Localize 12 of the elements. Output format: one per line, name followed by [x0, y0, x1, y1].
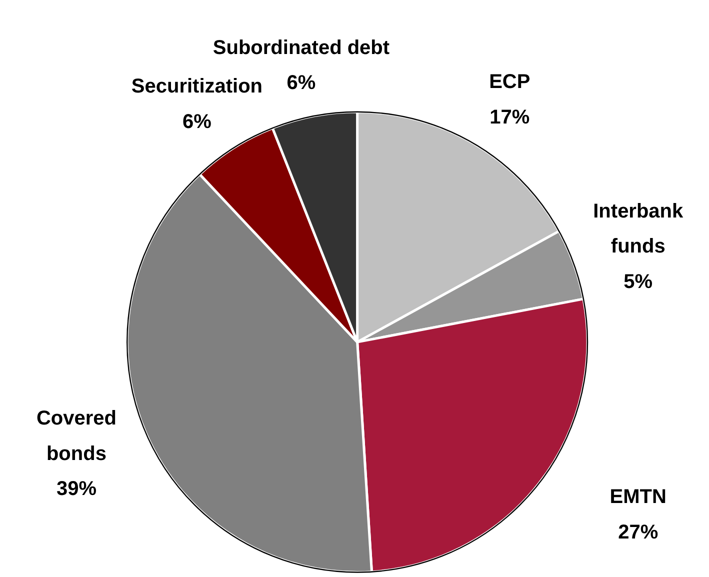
- slice-label: Securitization: [131, 76, 263, 98]
- data-label: 6%: [182, 110, 212, 133]
- slice-label: Subordinated debt: [212, 36, 390, 59]
- slice-label: Interbank funds: [593, 200, 684, 258]
- data-label: 17%: [490, 106, 530, 128]
- data-label: 6%: [286, 72, 316, 94]
- data-label: 39%: [56, 478, 97, 500]
- data-label: 27%: [618, 521, 658, 544]
- slice-label: ECP: [489, 71, 530, 94]
- data-label: 5%: [624, 270, 653, 293]
- slice-label: Covered bonds: [36, 408, 116, 465]
- slice-label: EMTN: [610, 486, 666, 508]
